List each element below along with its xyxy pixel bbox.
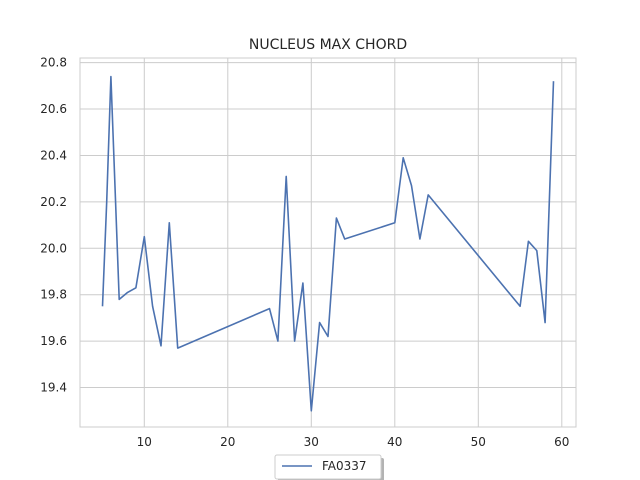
x-tick-label: 10 bbox=[137, 435, 152, 449]
series-group bbox=[101, 75, 555, 412]
y-tick-label: 19.4 bbox=[40, 381, 67, 395]
y-tick-labels: 19.4 19.6 19.8 20.0 20.2 20.4 20.6 20.8 bbox=[40, 56, 67, 395]
x-tick-label: 50 bbox=[471, 435, 486, 449]
grid-lines bbox=[80, 58, 576, 427]
legend-box bbox=[274, 454, 382, 480]
y-tick-label: 20.0 bbox=[40, 241, 67, 255]
legend-label: FA0337 bbox=[322, 459, 367, 473]
x-tick-label: 40 bbox=[387, 435, 402, 449]
x-tick-label: 20 bbox=[220, 435, 235, 449]
legend: FA0337 bbox=[274, 454, 384, 480]
x-tick-labels: 10 20 30 40 50 60 bbox=[137, 435, 570, 449]
plot-area-border bbox=[79, 57, 577, 428]
series-line-fa0337 bbox=[101, 75, 555, 412]
x-tick-label: 30 bbox=[304, 435, 319, 449]
y-tick-label: 19.6 bbox=[40, 334, 67, 348]
y-tick-label: 20.2 bbox=[40, 195, 67, 209]
x-tick-label: 60 bbox=[554, 435, 569, 449]
y-tick-label: 19.8 bbox=[40, 288, 67, 302]
y-tick-label: 20.8 bbox=[40, 56, 67, 70]
y-tick-label: 20.6 bbox=[40, 102, 67, 116]
chart-title: NUCLEUS MAX CHORD bbox=[249, 37, 407, 53]
y-tick-label: 20.4 bbox=[40, 148, 67, 162]
